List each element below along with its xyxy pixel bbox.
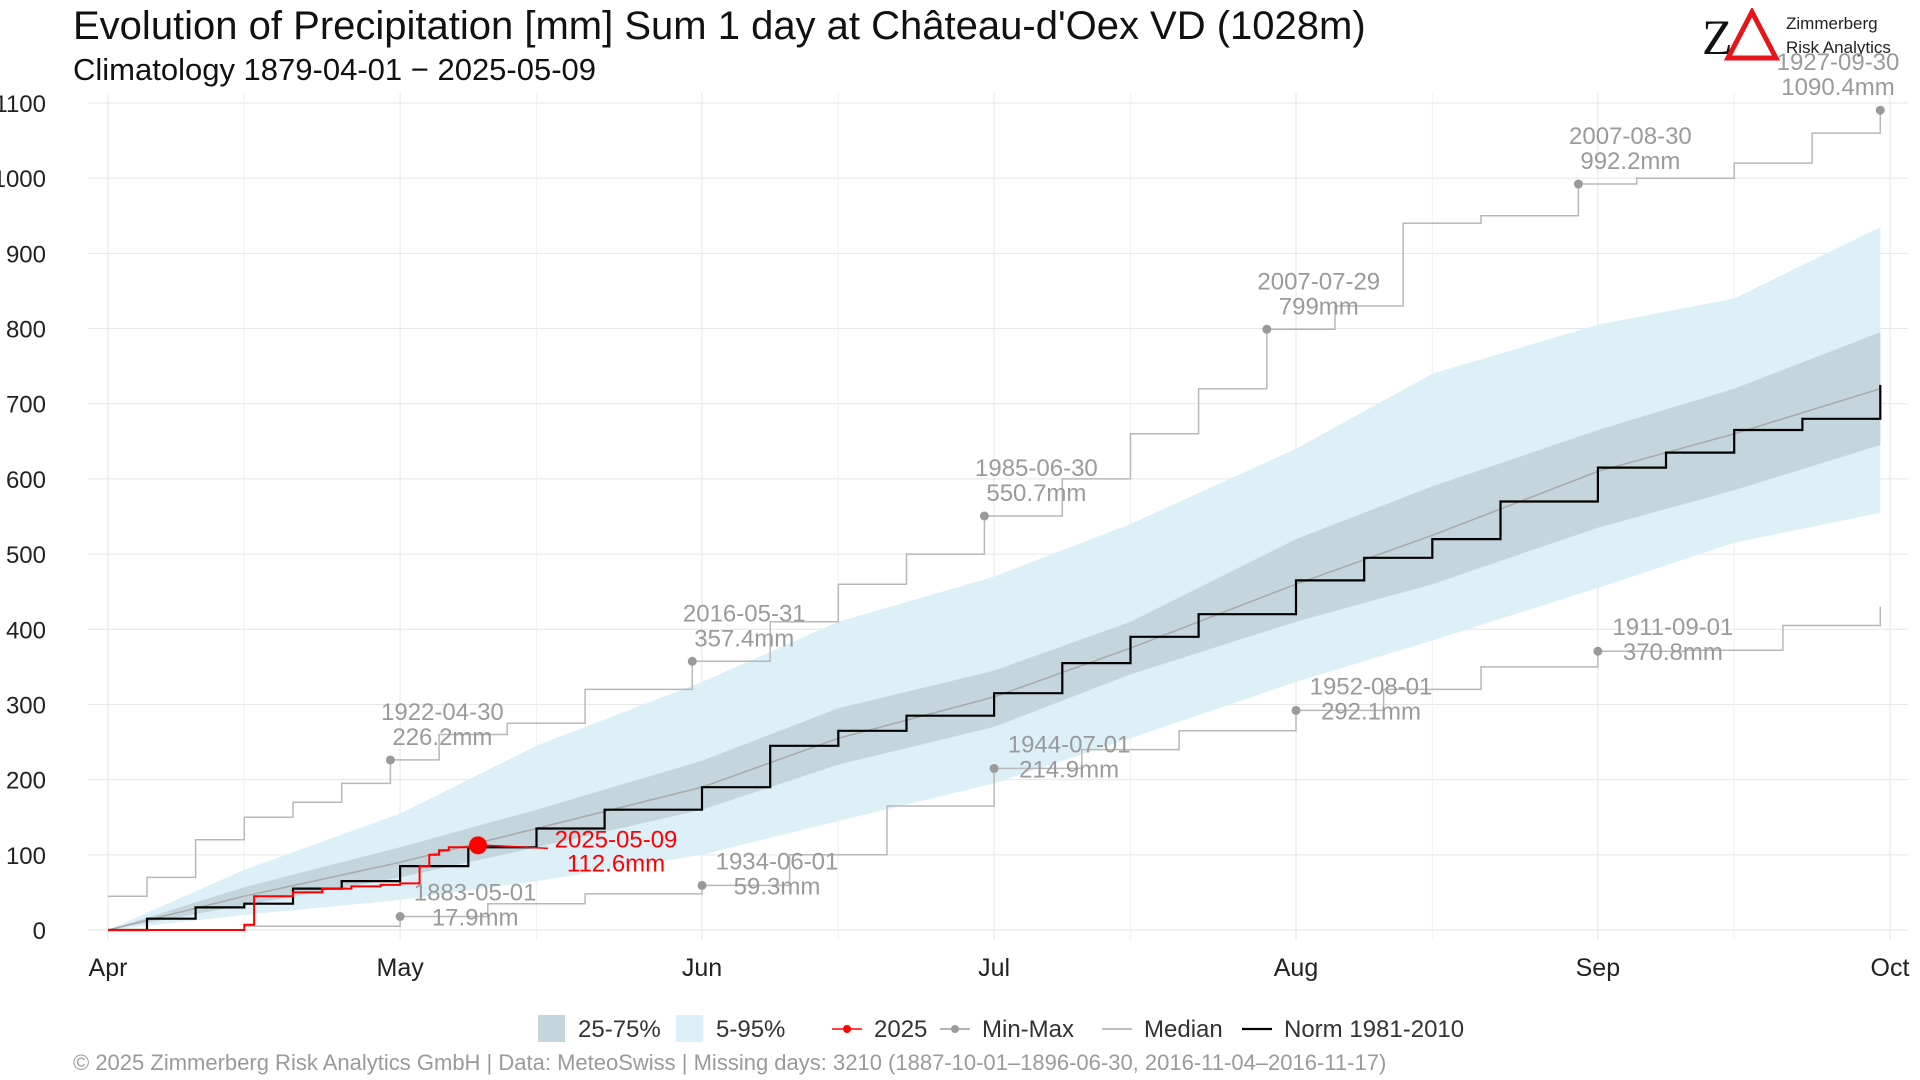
chart-legend: 25-75% 5-95% 2025 Min-Max Median Norm 1981-20… xyxy=(0,1010,1920,1050)
legend-label: 25-75% xyxy=(578,1016,661,1043)
max-point xyxy=(1875,105,1885,115)
chart-subtitle: Climatology 1879-04-01 − 2025-05-09 xyxy=(73,52,597,87)
y-tick-label: 800 xyxy=(6,317,46,344)
legend-key-icon xyxy=(538,1015,565,1042)
y-tick-label: 900 xyxy=(6,241,46,268)
max-date-label: 2007-08-30 xyxy=(1569,123,1692,150)
legend-label: 2025 xyxy=(874,1016,928,1043)
y-tick-label: 300 xyxy=(6,692,46,719)
current-date-label: 2025-05-09 xyxy=(555,826,678,853)
legend-label: 5-95% xyxy=(716,1016,786,1043)
x-tick-label: Apr xyxy=(89,954,128,982)
min-value-label: 292.1mm xyxy=(1321,698,1421,725)
min-value-label: 17.9mm xyxy=(432,905,519,932)
legend-key-icon xyxy=(832,1025,862,1033)
legend-item: Median xyxy=(1100,1012,1230,1046)
min-value-label: 214.9mm xyxy=(1019,756,1119,783)
min-date-label: 1883-05-01 xyxy=(414,880,537,907)
min-value-label: 370.8mm xyxy=(1623,639,1723,666)
y-tick-label: 400 xyxy=(6,617,46,644)
y-tick-label: 700 xyxy=(6,392,46,419)
max-date-label: 2016-05-31 xyxy=(683,600,806,627)
band-5-95 xyxy=(108,227,1881,931)
logo-mark-icon: Z xyxy=(1702,8,1781,64)
series-2025-line xyxy=(108,845,479,931)
legend-label: Median xyxy=(1144,1016,1223,1043)
y-tick-label: 600 xyxy=(6,467,46,494)
min-point xyxy=(1593,646,1603,656)
y-tick-label: 0 xyxy=(33,918,46,945)
logo-text-line1: Zimmerberg xyxy=(1786,14,1878,33)
min-point xyxy=(989,763,999,773)
max-date-label: 1985-06-30 xyxy=(975,455,1098,482)
max-point xyxy=(1573,179,1583,189)
current-point xyxy=(469,836,488,855)
legend-key-icon xyxy=(1102,1028,1132,1030)
max-value-label: 799mm xyxy=(1279,293,1359,320)
min-point xyxy=(1291,705,1301,715)
min-date-label: 1934-06-01 xyxy=(716,848,839,875)
max-point xyxy=(1262,324,1272,334)
legend-item: 2025 xyxy=(830,1012,930,1046)
series-max-line xyxy=(108,110,1882,897)
y-tick-label: 200 xyxy=(6,768,46,795)
legend-key-icon xyxy=(940,1025,970,1033)
min-value-label: 59.3mm xyxy=(734,873,821,900)
x-tick-label: Sep xyxy=(1576,954,1620,982)
min-date-label: 1952-08-01 xyxy=(1310,673,1433,700)
max-value-label: 357.4mm xyxy=(694,625,794,652)
x-tick-label: Oct xyxy=(1871,954,1910,982)
legend-item: 25-75% xyxy=(534,1012,661,1046)
max-date-label: 1922-04-30 xyxy=(381,699,504,726)
max-point xyxy=(979,511,989,521)
min-point xyxy=(395,912,405,922)
max-value-label: 550.7mm xyxy=(986,480,1086,507)
min-date-label: 1911-09-01 xyxy=(1612,614,1733,641)
max-value-label: 226.2mm xyxy=(392,724,492,751)
min-point xyxy=(697,880,707,890)
y-tick-label: 100 xyxy=(6,843,46,870)
max-date-label: 1927-09-30 xyxy=(1777,49,1900,76)
legend-key-icon xyxy=(676,1015,703,1042)
max-value-label: 992.2mm xyxy=(1580,148,1680,175)
y-tick-label: 1000 xyxy=(0,166,46,193)
legend-item: Min-Max xyxy=(938,1012,1088,1046)
max-value-label: 1090.4mm xyxy=(1781,74,1894,101)
legend-key-icon xyxy=(1242,1027,1272,1031)
max-point xyxy=(687,656,697,666)
footer-credits: © 2025 Zimmerberg Risk Analytics GmbH | … xyxy=(73,1050,1387,1075)
x-tick-label: Jun xyxy=(682,954,722,982)
y-tick-label: 500 xyxy=(6,542,46,569)
max-point xyxy=(385,755,395,765)
legend-label: Min-Max xyxy=(982,1016,1075,1043)
logo-text-line2: Risk Analytics xyxy=(1786,38,1891,57)
y-tick-label: 1100 xyxy=(0,91,46,118)
min-date-label: 1944-07-01 xyxy=(1008,731,1131,758)
x-tick-label: Aug xyxy=(1274,954,1318,982)
max-date-label: 2007-07-29 xyxy=(1257,268,1380,295)
x-tick-label: May xyxy=(377,954,425,982)
current-value-label: 112.6mm xyxy=(567,850,665,877)
chart-title: Evolution of Precipitation [mm] Sum 1 da… xyxy=(73,4,1366,48)
legend-item: Norm 1981-2010 xyxy=(1240,1012,1470,1046)
company-logo: Z Zimmerberg Risk Analytics xyxy=(1702,8,1912,64)
legend-item: 5-95% xyxy=(672,1012,802,1046)
x-tick-label: Jul xyxy=(978,954,1010,982)
current-leader-line xyxy=(486,844,549,850)
series-min-line xyxy=(108,606,1882,931)
legend-label: Norm 1981-2010 xyxy=(1284,1016,1465,1043)
